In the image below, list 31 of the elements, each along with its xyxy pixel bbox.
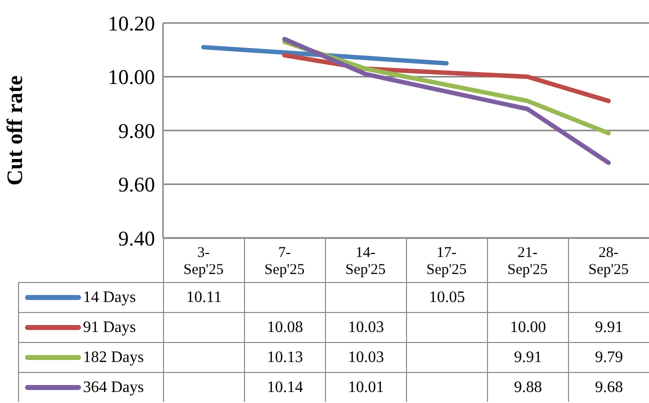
data-label: 10.05 (406, 283, 487, 312)
y-tick-label: 10.00 (108, 65, 155, 90)
line-series (282, 36, 611, 165)
data-label: 10.14 (244, 373, 325, 402)
x-tick-label: 14-Sep'25 (345, 245, 386, 278)
y-axis-title: Cut off rate (2, 75, 27, 186)
data-label: 9.88 (487, 373, 568, 402)
data-label: 10.11 (163, 283, 244, 312)
legend-label: 364 Days (83, 378, 144, 396)
data-label: 10.13 (244, 343, 325, 372)
data-label: 9.91 (487, 343, 568, 372)
data-label: 9.79 (568, 343, 649, 372)
x-tick-label: 3-Sep'25 (183, 245, 224, 278)
legend-label: 182 Days (83, 348, 144, 366)
data-label: 10.03 (325, 343, 406, 372)
data-label: 10.00 (487, 313, 568, 342)
x-tick-label: 17-Sep'25 (426, 245, 467, 278)
y-tick-label: 9.60 (118, 172, 155, 197)
y-tick-label: 9.80 (118, 118, 155, 143)
legend-label: 14 Days (83, 288, 136, 306)
x-tick-label: 7-Sep'25 (264, 245, 305, 278)
legend-label: 91 Days (83, 318, 136, 336)
data-label: 10.08 (244, 313, 325, 342)
data-label: 9.91 (568, 313, 649, 342)
x-tick-label: 21-Sep'25 (507, 245, 548, 278)
y-tick-label: 9.40 (118, 226, 155, 250)
y-tick-label: 10.20 (108, 11, 155, 36)
data-label: 10.03 (325, 313, 406, 342)
x-tick-label: 28-Sep'25 (588, 245, 629, 278)
data-label: 9.68 (568, 373, 649, 402)
data-label: 10.01 (325, 373, 406, 402)
